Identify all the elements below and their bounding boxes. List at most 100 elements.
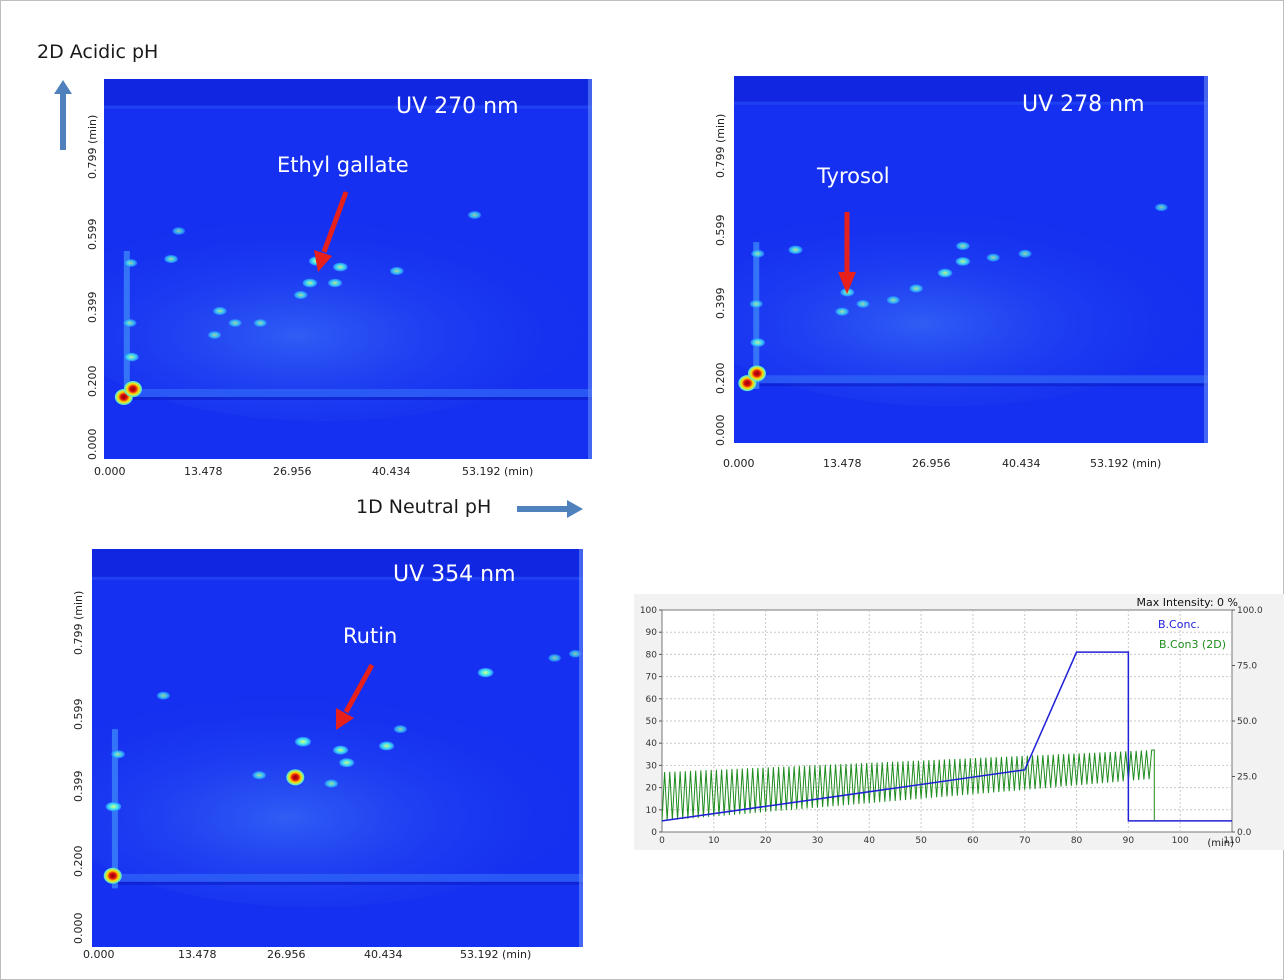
peak-spot [569, 649, 582, 658]
x-tick-label: 20 [760, 836, 772, 846]
y-tick-label: 40 [646, 739, 658, 749]
peak-spot [208, 331, 222, 339]
peak-spot [103, 867, 122, 884]
y-tick: 0.200 [86, 365, 99, 398]
y2-tick-label: 0.0 [1237, 828, 1252, 838]
x-tick: 53.192 (min) [462, 465, 534, 478]
peak-spot [750, 338, 765, 347]
x-tick-label: 0 [659, 836, 665, 846]
peak-spot [956, 241, 970, 251]
gradient-chart: 0 10 20 30 40 50 60 70 80 90 100 110 0 10 20 30 40 50 60 70… [640, 596, 1263, 849]
peak-spot [293, 290, 308, 300]
y2-tick-label: 100.0 [1237, 606, 1263, 616]
peak-spot [477, 667, 494, 678]
peak-spot [164, 254, 178, 264]
y-tick: 0.000 [714, 414, 727, 447]
peak-spot [468, 211, 482, 219]
x-tick-label: 10 [708, 836, 720, 846]
x-tick: 0.000 [94, 465, 126, 478]
heatmap-canvas [92, 549, 583, 947]
x-tick-label: 90 [1123, 836, 1135, 846]
y-axis-annotation: 2D Acidic pH [37, 41, 159, 63]
peak-spot [548, 654, 561, 662]
peak-spot [393, 725, 407, 734]
x-tick: 40.434 [1002, 457, 1041, 470]
peak-spot [253, 319, 267, 327]
x-tick: 0.000 [83, 948, 115, 961]
peak-spot [294, 736, 311, 747]
peak-spot [302, 278, 318, 288]
heatmap-canvas [104, 79, 592, 459]
y-tick: 0.200 [714, 362, 727, 395]
x-tick: 13.478 [184, 465, 223, 478]
peak-spot [1018, 249, 1032, 258]
x-tick-label: 100 [1172, 836, 1189, 846]
y-tick-label: 70 [646, 673, 658, 683]
chart-title: Max Intensity: 0 % [1137, 596, 1238, 609]
y-tick: 0.399 [72, 770, 85, 803]
series-line-b-con3 [661, 749, 1155, 821]
peak-spot [909, 284, 923, 293]
red-arrow-icon [314, 191, 349, 272]
peak-spot [339, 758, 355, 768]
y-tick-label: 90 [646, 628, 658, 638]
y-tick: 0.599 [86, 218, 99, 251]
x-axis-unit: (min) [1207, 838, 1234, 849]
peak-spot [105, 802, 122, 812]
peak-spot [124, 259, 138, 267]
x-tick: 26.956 [273, 465, 312, 478]
y-tick-label: 50 [646, 717, 658, 727]
y-axis-arrow-icon [54, 80, 72, 150]
x-tick-label: 70 [1019, 836, 1031, 846]
peak-spot [156, 691, 170, 700]
y2-tick-label: 75.0 [1237, 662, 1257, 672]
peak-spot [252, 771, 266, 780]
peak-spot [111, 750, 125, 759]
x-axis-arrow-icon [517, 500, 583, 518]
x-tick: 53.192 (min) [460, 948, 532, 961]
y-tick: 0.200 [72, 845, 85, 878]
y-tick-label: 60 [646, 695, 658, 705]
heatmap-uv-270: UV 270 nm Ethyl gallate [104, 79, 592, 459]
y2-tick-label: 50.0 [1237, 717, 1257, 727]
y-tick-label: 0 [651, 828, 657, 838]
x-tick-label: 80 [1071, 836, 1083, 846]
peak-spot [379, 741, 395, 751]
y-tick: 0.000 [86, 428, 99, 461]
peak-spot [172, 227, 185, 235]
x-tick: 13.478 [178, 948, 217, 961]
peak-spot [955, 257, 971, 266]
compound-label: Tyrosol [817, 164, 890, 188]
peak-spot [1155, 203, 1168, 212]
peak-spot [751, 249, 765, 258]
peak-spot [835, 307, 849, 316]
peak-spot [390, 266, 404, 276]
compound-label: Ethyl gallate [277, 153, 409, 177]
uv-label: UV 354 nm [393, 562, 516, 587]
x-tick: 26.956 [912, 457, 951, 470]
x-axis-annotation: 1D Neutral pH [356, 496, 492, 518]
peak-spot [747, 365, 766, 382]
peak-spot [123, 381, 142, 397]
y-tick: 0.000 [72, 912, 85, 945]
peak-spot [124, 352, 139, 362]
y-tick: 0.399 [714, 287, 727, 320]
series-line-b-conc [661, 651, 1232, 822]
red-arrow-icon [838, 212, 856, 294]
peak-spot [328, 278, 343, 288]
peak-spot [228, 319, 242, 327]
legend-b-conc: B.Conc. [1158, 618, 1200, 631]
y-tick-label: 10 [646, 806, 658, 816]
red-arrow-icon [336, 663, 375, 730]
y-tick-label: 80 [646, 650, 658, 660]
x-tick: 26.956 [267, 948, 306, 961]
compound-label: Rutin [343, 624, 398, 648]
peak-spot [333, 745, 349, 755]
peak-spot [213, 306, 227, 316]
x-tick: 40.434 [364, 948, 403, 961]
y-tick-label: 100 [640, 606, 657, 616]
y-tick-label: 20 [646, 784, 658, 794]
heatmap-canvas [734, 76, 1208, 443]
x-tick-label: 50 [915, 836, 927, 846]
peak-spot [856, 300, 870, 308]
